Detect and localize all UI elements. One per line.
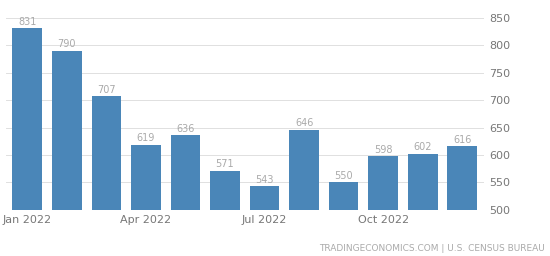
Text: 646: 646 — [295, 118, 313, 128]
Text: 831: 831 — [18, 17, 36, 27]
Text: 707: 707 — [97, 85, 116, 95]
Text: 550: 550 — [334, 171, 353, 181]
Text: 571: 571 — [216, 159, 234, 169]
Text: 616: 616 — [453, 135, 471, 145]
Bar — [329, 183, 359, 256]
Bar — [289, 130, 319, 256]
Text: 598: 598 — [374, 145, 392, 155]
Text: TRADINGECONOMICS.COM | U.S. CENSUS BUREAU: TRADINGECONOMICS.COM | U.S. CENSUS BUREA… — [319, 244, 544, 253]
Bar — [170, 135, 200, 256]
Bar — [52, 51, 81, 256]
Bar — [91, 96, 121, 256]
Bar — [131, 145, 161, 256]
Text: 790: 790 — [58, 39, 76, 49]
Bar — [13, 28, 42, 256]
Bar — [210, 171, 240, 256]
Bar — [368, 156, 398, 256]
Bar — [447, 146, 477, 256]
Text: 602: 602 — [414, 142, 432, 152]
Bar — [250, 186, 279, 256]
Bar — [408, 154, 438, 256]
Text: 543: 543 — [255, 175, 274, 185]
Text: 636: 636 — [176, 124, 195, 134]
Text: 619: 619 — [137, 133, 155, 143]
